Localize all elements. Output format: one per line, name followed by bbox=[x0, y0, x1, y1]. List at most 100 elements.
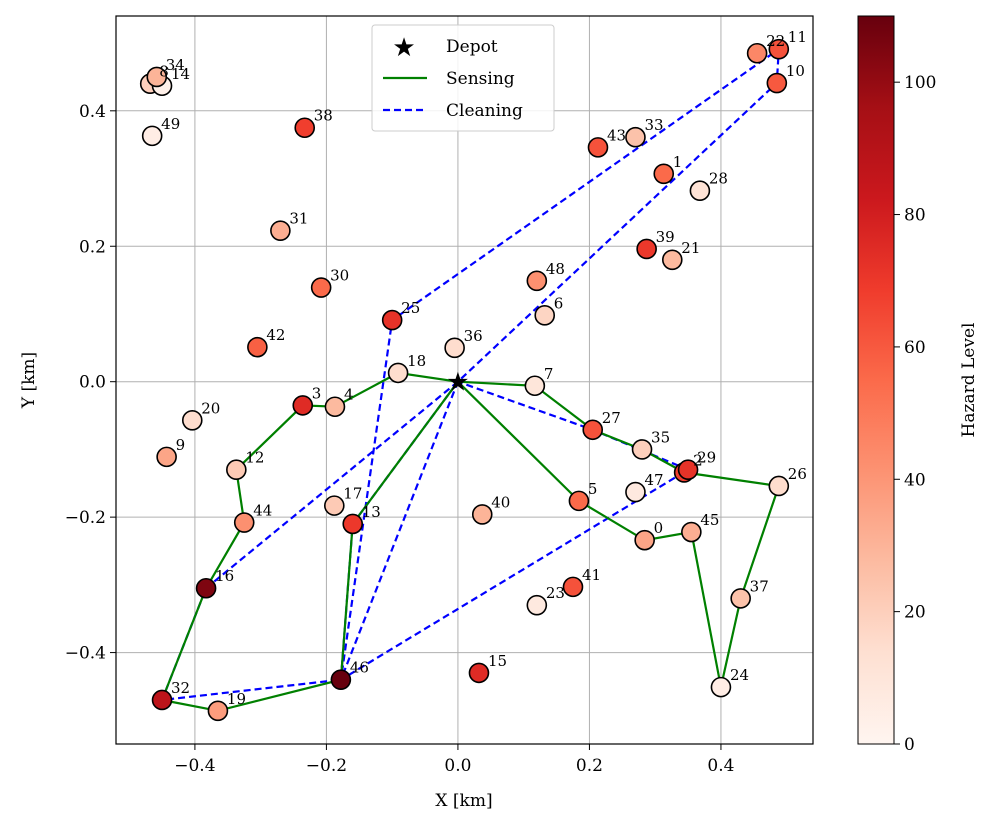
point-label-29: 29 bbox=[697, 449, 716, 467]
hazard-point-1 bbox=[653, 163, 675, 185]
point-label-9: 9 bbox=[176, 436, 186, 454]
point-label-41: 41 bbox=[582, 566, 601, 584]
y-tick-label: 0.4 bbox=[79, 102, 106, 122]
point-label-2: 2 bbox=[693, 451, 703, 469]
point-label-6: 6 bbox=[554, 294, 564, 312]
x-tick-label: −0.4 bbox=[174, 756, 215, 776]
point-label-26: 26 bbox=[788, 465, 807, 483]
hazard-point-24 bbox=[710, 676, 732, 698]
hazard-point-30 bbox=[310, 277, 332, 298]
y-tick-label: −0.4 bbox=[65, 644, 106, 664]
hazard-point-44 bbox=[233, 512, 255, 533]
colorbar-tick-label: 60 bbox=[904, 338, 926, 358]
hazard-point-26 bbox=[768, 475, 790, 497]
point-label-8: 8 bbox=[159, 63, 169, 81]
point-label-37: 37 bbox=[750, 577, 769, 595]
x-axis-label: X [km] bbox=[435, 791, 492, 811]
legend-box bbox=[371, 24, 555, 132]
hazard-point-22 bbox=[746, 42, 768, 64]
hazard-point-25 bbox=[381, 309, 403, 331]
legend-sensing-label: Sensing bbox=[446, 69, 515, 89]
hazard-point-21 bbox=[661, 249, 683, 271]
hazard-point-45 bbox=[681, 521, 702, 543]
hazard-point-11 bbox=[768, 38, 790, 60]
point-label-7: 7 bbox=[544, 365, 554, 383]
point-label-22: 22 bbox=[766, 32, 785, 50]
hazard-point-47 bbox=[625, 481, 646, 503]
legend-depot-marker: ★ bbox=[392, 33, 415, 63]
point-label-23: 23 bbox=[546, 584, 565, 602]
point-label-48: 48 bbox=[546, 260, 565, 278]
point-label-33: 33 bbox=[644, 116, 663, 134]
point-label-35: 35 bbox=[651, 428, 670, 446]
hazard-point-36 bbox=[444, 337, 465, 359]
x-tick-label: 0.4 bbox=[707, 756, 734, 776]
points-layer bbox=[139, 38, 790, 722]
hazard-point-49 bbox=[141, 125, 163, 147]
colorbar: 0 20 40 60 80 100 Hazard Level bbox=[857, 15, 979, 755]
point-label-34: 34 bbox=[166, 56, 185, 74]
hazard-point-16 bbox=[195, 577, 217, 599]
hazard-point-39 bbox=[636, 238, 657, 260]
hazard-point-27 bbox=[582, 419, 604, 441]
point-label-3: 3 bbox=[312, 384, 322, 402]
hazard-point-43 bbox=[587, 137, 609, 158]
point-label-44: 44 bbox=[253, 502, 272, 520]
x-tick-label: −0.2 bbox=[306, 756, 347, 776]
hazard-point-38 bbox=[294, 117, 316, 139]
hazard-point-15 bbox=[468, 662, 490, 684]
colorbar-tick-label: 20 bbox=[904, 603, 926, 623]
point-label-28: 28 bbox=[709, 170, 728, 188]
point-label-32: 32 bbox=[171, 679, 190, 697]
point-label-17: 17 bbox=[343, 485, 362, 503]
hazard-point-19 bbox=[207, 700, 229, 722]
point-label-47: 47 bbox=[644, 471, 663, 489]
y-tick-label: 0.2 bbox=[79, 237, 106, 257]
hazard-point-7 bbox=[524, 375, 546, 397]
point-label-38: 38 bbox=[314, 107, 333, 125]
x-tick-label: 0.0 bbox=[444, 756, 471, 776]
hazard-point-23 bbox=[526, 594, 548, 616]
sensing-path-layer bbox=[160, 371, 781, 712]
colorbar-ticks: 0 20 40 60 80 100 bbox=[894, 73, 936, 755]
point-label-40: 40 bbox=[491, 493, 510, 511]
hazard-point-12 bbox=[226, 459, 247, 481]
point-label-19: 19 bbox=[227, 690, 246, 708]
legend-cleaning-label: Cleaning bbox=[446, 101, 523, 121]
colorbar-tick-label: 80 bbox=[904, 206, 926, 226]
hazard-point-40 bbox=[471, 504, 493, 525]
colorbar-tick-label: 40 bbox=[904, 470, 926, 490]
point-label-36: 36 bbox=[464, 327, 483, 345]
hazard-point-9 bbox=[156, 446, 177, 468]
point-label-42: 42 bbox=[266, 326, 285, 344]
plot-frame bbox=[115, 15, 814, 745]
point-label-5: 5 bbox=[588, 480, 598, 498]
hazard-point-33 bbox=[625, 126, 646, 148]
point-label-25: 25 bbox=[401, 299, 420, 317]
point-label-31: 31 bbox=[289, 210, 308, 228]
depot-layer: ★ bbox=[446, 368, 469, 398]
point-label-1: 1 bbox=[673, 153, 683, 171]
hazard-point-20 bbox=[181, 409, 203, 431]
hazard-point-13 bbox=[342, 513, 364, 535]
hazard-point-4 bbox=[324, 396, 346, 418]
point-label-39: 39 bbox=[656, 228, 675, 246]
hazard-point-34 bbox=[146, 66, 168, 88]
y-tick-label: 0.0 bbox=[79, 373, 106, 393]
hazard-point-31 bbox=[270, 220, 291, 241]
point-label-13: 13 bbox=[362, 503, 381, 521]
point-label-21: 21 bbox=[681, 239, 700, 257]
hazard-point-29 bbox=[677, 459, 699, 481]
point-label-27: 27 bbox=[602, 409, 621, 427]
sensing-path bbox=[160, 371, 781, 712]
point-label-46: 46 bbox=[350, 659, 369, 677]
point-label-18: 18 bbox=[407, 352, 426, 370]
point-label-20: 20 bbox=[201, 399, 220, 417]
x-tick-label: 0.2 bbox=[576, 756, 603, 776]
plot-content: ★ bbox=[139, 38, 790, 722]
cleaning-path-layer bbox=[160, 46, 781, 702]
cleaning-path bbox=[160, 46, 781, 702]
grid-lines bbox=[116, 16, 813, 744]
